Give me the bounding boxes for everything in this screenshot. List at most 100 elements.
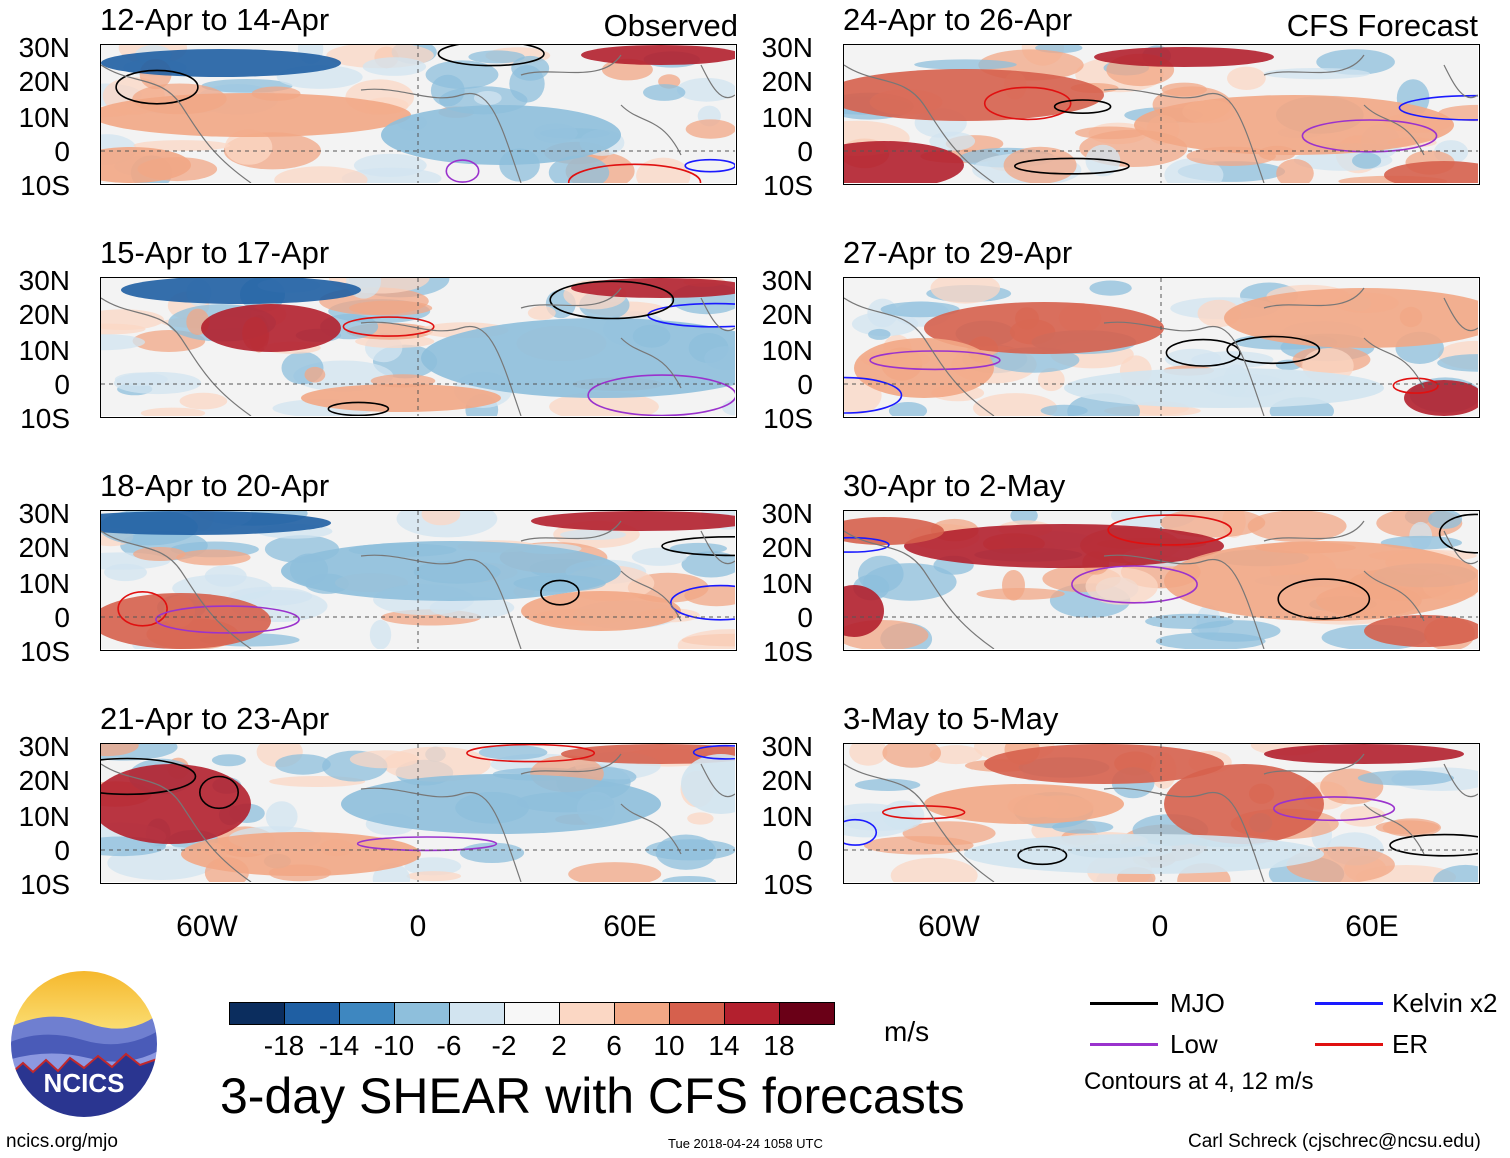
shear-core [101,511,331,535]
coastline [101,54,735,183]
legend-low-line [1090,1043,1158,1046]
shear-patch [113,371,202,395]
lat-label: 0 [797,369,813,400]
lat-label: 20N [18,532,70,563]
contour-line [155,605,300,634]
shear-patch [844,803,916,838]
shear-core [1164,764,1324,844]
panel-title: 12-Apr to 14-Apr [100,2,330,37]
shear-core [301,384,501,412]
shear-patch [1191,351,1274,369]
shear-patch [275,754,331,775]
shear-map [100,44,737,185]
contour-line [466,744,596,763]
contour-line [1392,377,1439,394]
legend-er-line [1315,1043,1383,1046]
colorbar-swatch [724,1002,780,1025]
coastline [844,520,1478,649]
shear-patch [1357,770,1454,786]
lat-label: 20N [18,765,70,796]
shear-core [844,69,1104,121]
lat-label: 10N [18,335,70,366]
shear-core [844,585,884,637]
shear-patch [1340,806,1386,827]
shear-patch [890,857,978,882]
contour-line [869,350,1001,371]
shear-core [101,93,411,137]
shear-patch [406,871,461,882]
lat-label: 20N [761,765,813,796]
shear-patch [349,300,433,316]
contour-line [587,374,735,416]
shear-patch [1437,354,1478,372]
lat-label: 20N [761,299,813,330]
shear-patch [362,57,427,76]
coastline [101,287,735,416]
panel-title: 30-Apr to 2-May [843,468,1066,503]
shear-patch [1052,820,1114,834]
contour-line [117,591,168,627]
shear-patch [101,323,146,335]
shear-core [281,541,621,601]
shear-patch [631,547,688,566]
contour-line [342,316,435,337]
colorbar-swatch [339,1002,395,1025]
shear-patch [914,59,1017,70]
contour-line [844,376,903,414]
shear-patch [548,155,610,183]
shear-patch [468,50,525,64]
shear-patch [1037,367,1065,392]
shear-patch [511,55,550,81]
lat-label: 10N [761,335,813,366]
shear-core [581,45,735,65]
contour-line [670,584,735,621]
lat-label: 0 [54,835,70,866]
lat-label: 10S [20,170,70,201]
lat-label: 20N [18,66,70,97]
shear-patch [1085,144,1121,177]
shear-patch [304,366,326,383]
shear-patch [863,563,957,601]
contour-line [881,805,966,820]
shear-core [1064,368,1384,408]
panel-title: 21-Apr to 23-Apr [100,701,330,736]
shear-core [1384,161,1478,183]
shear-patch [868,328,891,340]
legend-er-label: ER [1392,1029,1429,1059]
colorbar-swatch [449,1002,505,1025]
contour-line [115,69,199,105]
contour-line [327,401,390,416]
lat-label: 10S [763,403,813,434]
shear-core [924,784,1124,824]
shear-patch [685,119,735,139]
shear-patch [854,778,921,791]
colorbar-label: 6 [606,1030,622,1061]
contour-line [692,744,735,760]
contour-line [1389,833,1478,857]
footer-url[interactable]: ncics.org/mjo [6,1131,118,1152]
lon-label: 60W [176,910,238,943]
shear-patch [369,619,392,649]
lon-label: 0 [409,910,427,943]
lat-label: 10S [20,869,70,900]
colorbar-label: -6 [436,1030,462,1061]
lat-label: 20N [761,532,813,563]
contour-line [1301,119,1438,153]
lat-label: 30N [761,32,813,63]
lat-label: 10S [20,403,70,434]
lat-label: 10S [20,636,70,667]
shear-patch [643,84,686,101]
lat-label: 0 [797,136,813,167]
shear-patch [568,862,662,882]
legend-kelvin-label: Kelvin x2 [1392,988,1498,1018]
shear-patch [101,334,145,351]
shear-core [984,744,1224,784]
shear-patch [684,585,735,607]
colorbar-label: 2 [551,1030,567,1061]
coastline [844,753,1478,882]
shear-core [181,832,421,876]
timestamp: Tue 2018-04-24 1058 UTC [668,1136,823,1151]
shear-patch [1075,126,1145,140]
legend-low-label: Low [1170,1029,1218,1059]
shear-core [341,774,661,834]
